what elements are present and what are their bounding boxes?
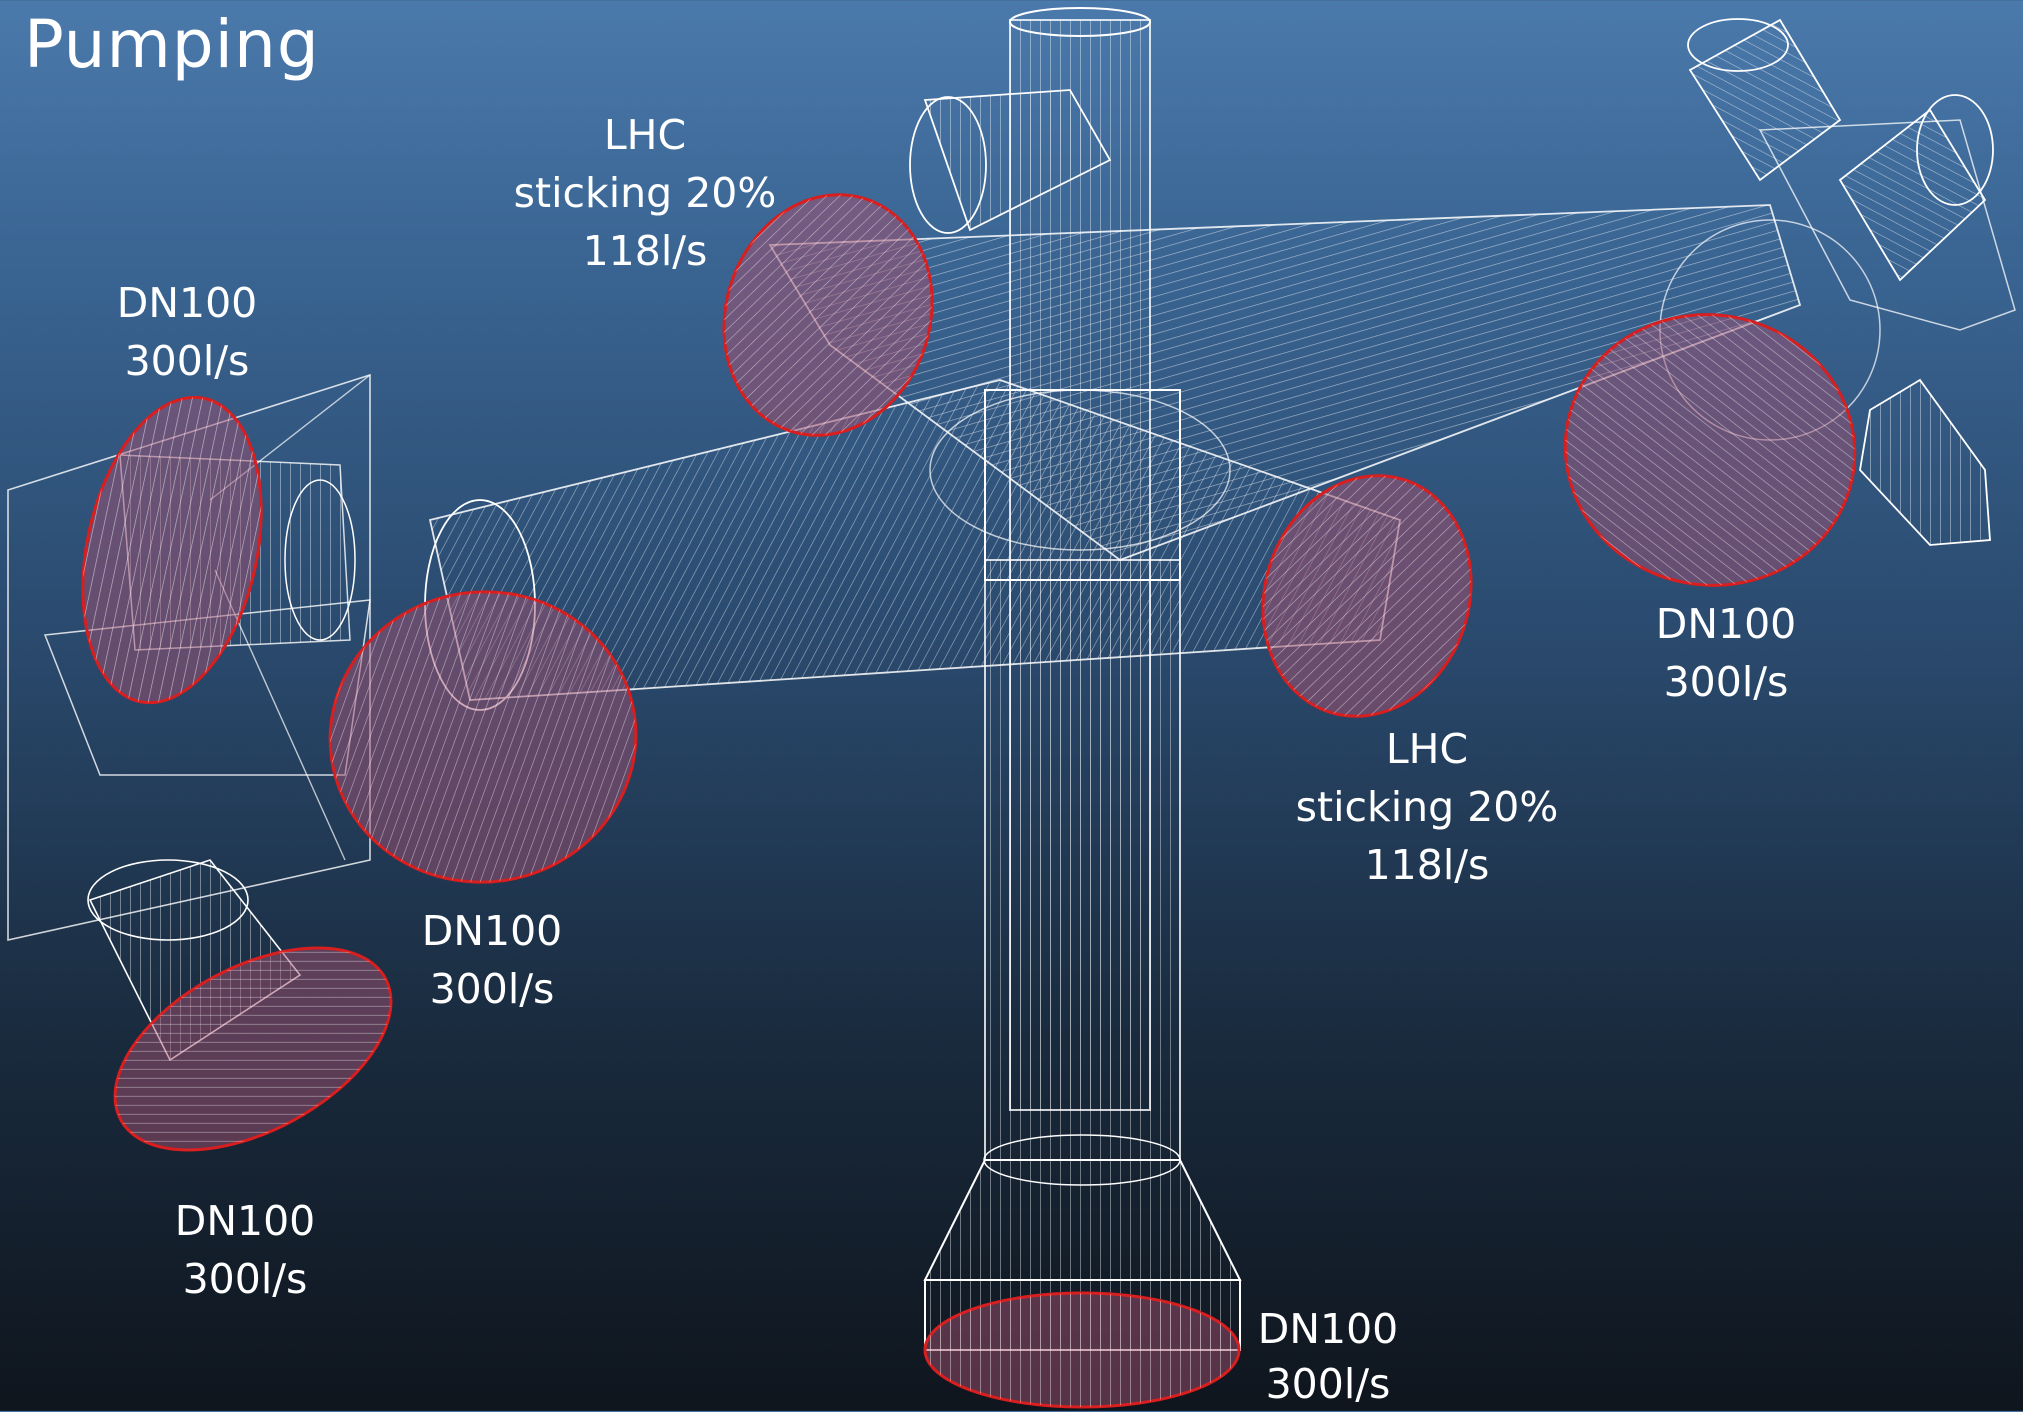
label-dn-left-top: DN100 300l/s bbox=[116, 279, 258, 385]
label-dn-left-mid: DN100 300l/s bbox=[421, 907, 563, 1013]
label-lhc-lower: LHC sticking 20% 118l/s bbox=[1295, 725, 1559, 889]
ports bbox=[81, 193, 1857, 1409]
right-cluster bbox=[1659, 18, 2016, 546]
label-lhc-upper: LHC sticking 20% 118l/s bbox=[513, 111, 777, 275]
label-dn-right: DN100 300l/s bbox=[1655, 600, 1797, 706]
label-dn-left-bottom: DN100 300l/s bbox=[174, 1197, 316, 1303]
top-side-cylinder bbox=[909, 89, 1112, 234]
label-dn-bottom: DN100 300l/s bbox=[1257, 1305, 1399, 1408]
page-title: Pumping bbox=[24, 6, 320, 83]
central-block bbox=[929, 389, 1231, 581]
